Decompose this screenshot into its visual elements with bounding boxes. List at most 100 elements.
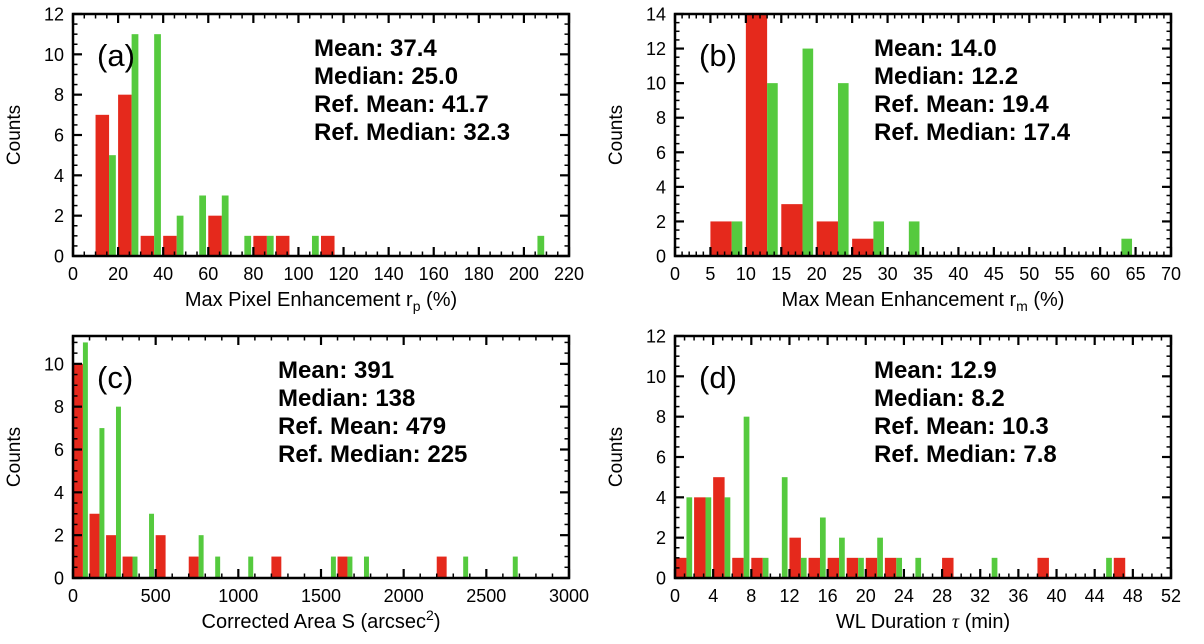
histogram-bar-red — [208, 215, 222, 256]
histogram-bar-red — [942, 557, 954, 578]
x-tick-label: 10 — [736, 264, 756, 284]
histogram-bar-green — [198, 535, 204, 578]
x-tick-label: 24 — [894, 586, 914, 606]
histogram-bar-red — [846, 557, 859, 578]
x-tick-label: 500 — [141, 586, 171, 606]
x-tick-label: 0 — [68, 586, 78, 606]
histogram-bar-green — [800, 557, 807, 578]
stat-annotation: Mean: 12.9 — [874, 357, 997, 384]
x-tick-label: 8 — [746, 586, 756, 606]
histogram-bar-green — [537, 235, 545, 256]
histogram-bar-green — [1106, 557, 1112, 578]
x-tick-label: 2000 — [384, 586, 424, 606]
x-tick-label: 160 — [419, 264, 449, 284]
histogram-bar-red — [106, 535, 116, 578]
histogram-bar-red — [808, 557, 820, 578]
x-tick-label: 40 — [1046, 586, 1066, 606]
histogram-bar-red — [751, 557, 763, 578]
histogram-bar-red — [827, 557, 840, 578]
stat-annotation: Median: 8.2 — [874, 385, 1005, 412]
histogram-bar-red — [1037, 557, 1049, 578]
histogram-bar-green — [176, 215, 184, 256]
panel-letter: (c) — [97, 360, 133, 395]
stat-annotation: Ref. Median: 225 — [278, 441, 467, 468]
histogram-bar-green — [991, 557, 998, 578]
y-tick-label: 4 — [54, 483, 64, 503]
x-tick-label: 220 — [554, 264, 584, 284]
x-tick-label: 1000 — [218, 586, 258, 606]
histogram-bar-red — [884, 557, 897, 578]
histogram-bar-green — [347, 556, 353, 578]
histogram-bar-green — [802, 48, 814, 256]
histogram-bar-green — [99, 428, 105, 578]
histogram-bar-green — [199, 195, 207, 256]
histogram-bar-green — [781, 477, 788, 578]
histogram-bar-red — [732, 557, 744, 578]
x-axis-label: Max Mean Enhancement rm (%) — [782, 289, 1065, 314]
y-tick-label: 6 — [656, 448, 666, 468]
histogram-bar-red — [321, 235, 335, 256]
histogram-bar-green — [896, 557, 903, 578]
histogram-bar-green — [873, 221, 885, 256]
x-tick-label: 0 — [68, 264, 78, 284]
histogram-bar-red — [95, 114, 110, 256]
histogram-bar-green — [115, 406, 121, 578]
histogram-bar-red — [852, 238, 874, 256]
histogram-bar-green — [743, 416, 750, 578]
y-tick-label: 4 — [656, 177, 666, 197]
histogram-bar-red — [89, 513, 100, 578]
histogram-bar-green — [248, 556, 254, 578]
histogram-bar-red — [140, 235, 155, 256]
x-tick-label: 1500 — [301, 586, 341, 606]
histogram-bar-red — [275, 235, 290, 256]
x-tick-label: 60 — [198, 264, 218, 284]
x-tick-label: 0 — [670, 586, 680, 606]
histogram-bar-green — [762, 557, 769, 578]
histogram-bar-green — [311, 235, 319, 256]
histogram-bar-green — [877, 537, 883, 578]
histogram-bar-red — [188, 556, 199, 578]
stat-annotation: Ref. Mean: 10.3 — [874, 413, 1049, 440]
x-tick-label: 65 — [1126, 264, 1146, 284]
stat-annotation: Ref. Median: 32.3 — [314, 119, 510, 146]
stat-annotation: Ref. Mean: 41.7 — [314, 91, 489, 118]
x-tick-label: 32 — [970, 586, 990, 606]
x-tick-label: 0 — [670, 264, 680, 284]
x-tick-label: 60 — [1090, 264, 1110, 284]
x-tick-label: 4 — [708, 586, 718, 606]
histogram-bar-green — [767, 83, 778, 256]
x-tick-label: 70 — [1161, 264, 1181, 284]
x-tick-label: 28 — [932, 586, 952, 606]
y-tick-label: 12 — [646, 39, 666, 59]
x-tick-label: 180 — [464, 264, 494, 284]
histogram-bar-green — [131, 34, 139, 256]
y-tick-label: 2 — [656, 528, 666, 548]
histogram-bar-red — [713, 477, 725, 578]
histogram-bar-green — [244, 235, 252, 256]
histogram-bar-red — [271, 556, 282, 578]
x-tick-label: 200 — [509, 264, 539, 284]
stat-annotation: Median: 12.2 — [874, 63, 1018, 90]
x-tick-label: 80 — [243, 264, 263, 284]
x-tick-label: 44 — [1085, 586, 1105, 606]
histogram-bar-red — [710, 221, 732, 256]
histogram-bar-green — [463, 556, 469, 578]
histogram-bar-red — [1113, 557, 1126, 578]
histogram-bar-red — [118, 94, 132, 256]
y-tick-label: 0 — [54, 247, 64, 267]
x-tick-label: 48 — [1123, 586, 1143, 606]
y-tick-label: 12 — [44, 5, 64, 25]
y-tick-label: 0 — [656, 247, 666, 267]
panel-letter: (b) — [699, 38, 737, 73]
x-tick-label: 15 — [771, 264, 791, 284]
stat-annotation: Mean: 391 — [278, 357, 394, 384]
histogram-bar-green — [819, 517, 826, 578]
panel-background — [602, 0, 1204, 322]
x-tick-label: 100 — [283, 264, 313, 284]
x-tick-label: 30 — [878, 264, 898, 284]
histogram-bar-red — [73, 363, 83, 578]
histogram-bar-green — [705, 497, 712, 578]
histogram-bar-green — [215, 556, 221, 578]
x-tick-label: 140 — [374, 264, 404, 284]
